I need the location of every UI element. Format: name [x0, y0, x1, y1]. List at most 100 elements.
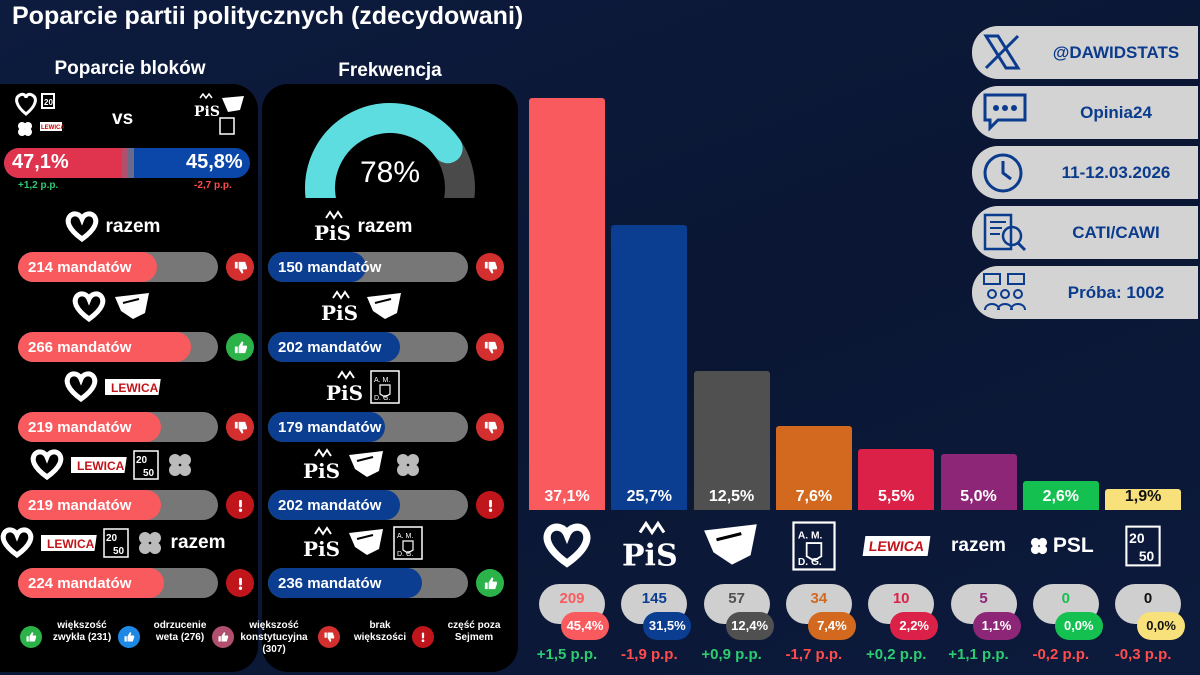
blocks-right-logos-svg: PiS [194, 92, 244, 135]
turnout-value: 78% [360, 156, 420, 189]
blocks-left-logos-svg: 20 LEWICA [15, 92, 65, 136]
blocks-right-change: -2,7 p.p. [194, 180, 232, 191]
change-5: +1,1 p.p. [948, 646, 1009, 663]
info-text-0[interactable]: @DAWIDSTATS [1052, 42, 1180, 62]
blocks-left-change: +1,2 p.p. [18, 180, 59, 191]
svg-text:D. G.: D. G. [798, 557, 822, 568]
svg-text:LEWICA: LEWICA [41, 125, 64, 131]
amdg-logo-icon: A. M. D. G. [776, 518, 852, 574]
psl-logo-icon: PSL [1023, 518, 1099, 574]
heart-logo-icon [63, 371, 99, 403]
blocks-bar-left [4, 148, 122, 178]
thumbs-down-icon [476, 253, 504, 281]
chart-bar-label-5: 5,0% [960, 488, 997, 505]
seat-pct-1: 31,5% [643, 612, 692, 640]
chart-bar-label-1: 25,7% [626, 488, 672, 505]
chart-bar-label-2: 12,5% [708, 488, 755, 505]
change-2: +0,9 p.p. [701, 646, 762, 663]
exclamation-icon [476, 491, 504, 519]
eagle-logo-icon [347, 527, 387, 559]
svg-text:D. G.: D. G. [374, 395, 390, 402]
chart-bar-6 [1022, 481, 1099, 510]
lewica-logo-icon: LEWICA [858, 518, 934, 574]
left-row-3-logos: LEWICA 20 50 [12, 448, 212, 482]
heart-logo-icon [29, 449, 65, 481]
razem-logo-text: razem [951, 535, 1006, 556]
blocks-left-pct: 47,1% [12, 151, 69, 173]
right-row-0-logos: PiS razem [262, 210, 462, 244]
svg-text:20: 20 [106, 533, 118, 544]
svg-text:PiS: PiS [326, 381, 363, 404]
left-row-3-seats: 219 mandatów [18, 490, 161, 520]
svg-text:PiS: PiS [314, 221, 351, 244]
svg-text:PiS: PiS [303, 537, 340, 560]
chart-bar-2 [693, 371, 770, 510]
right-row-2-logos: PiS A. M. D. G. [262, 370, 462, 404]
chart-bar-label-7: 1,9% [1124, 488, 1162, 505]
svg-text:A. M.: A. M. [374, 377, 390, 384]
info-box-0: @DAWIDSTATS [972, 26, 1198, 79]
lewica-logo-text: LEWICA [862, 536, 931, 556]
right-row-1-seats: 202 mandatów [268, 332, 400, 362]
20-50-logo-icon: 20 50 [102, 528, 129, 558]
20-50-logo-icon: 20 50 [1105, 518, 1181, 574]
thumbs-down-icon [318, 626, 340, 648]
thumbs-up-icon [212, 626, 234, 648]
left-row-0-logos: razem [12, 210, 212, 244]
svg-text:PiS: PiS [303, 459, 340, 482]
seat-pct-5: 1,1% [972, 612, 1021, 640]
change-3: -1,7 p.p. [785, 646, 843, 663]
svg-text:50: 50 [1139, 548, 1155, 564]
seat-pct-7: 0,0% [1137, 612, 1186, 640]
right-row-2-seats: 179 mandatów [268, 412, 385, 442]
blocks-bar-mid [122, 148, 128, 178]
right-row-4-seats: 236 mandatów [268, 568, 422, 598]
exclamation-icon [412, 626, 434, 648]
exclamation-icon [226, 569, 254, 597]
lewica-logo-icon: LEWICA [105, 377, 161, 397]
change-4: +0,2 p.p. [865, 646, 927, 663]
20-50-logo-icon: 20 50 [133, 450, 159, 480]
left-row-2-track: 219 mandatów [18, 412, 218, 442]
seat-pct-2: 12,4% [725, 612, 774, 640]
left-row-0-seats: 214 mandatów [18, 252, 158, 282]
svg-text:20: 20 [136, 455, 148, 466]
svg-text:20: 20 [44, 98, 53, 107]
right-row-3-seats: 202 mandatów [268, 490, 400, 520]
info-box-1: Opinia24 [972, 86, 1198, 139]
blocks-label: Poparcie bloków [54, 58, 206, 79]
right-row-0-seats: 150 mandatów [268, 252, 381, 282]
info-box-4: Próba: 1002 [972, 266, 1198, 319]
blocks-right-pct: 45,8% [186, 151, 243, 173]
svg-text:PiS: PiS [321, 301, 358, 324]
svg-text:PiS: PiS [622, 539, 678, 573]
seat-pct-3: 7,4% [807, 612, 856, 640]
lewica-logo-icon: LEWICA [71, 455, 127, 475]
thumbs-up-icon [226, 333, 254, 361]
chart-bar-4 [858, 448, 935, 510]
eagle-logo-icon [347, 449, 387, 481]
blocks-bar-mid2 [128, 148, 134, 178]
left-row-2-seats: 219 mandatów [18, 412, 161, 442]
chart-bar-3 [775, 425, 852, 510]
blocks-bar [4, 148, 250, 178]
legend-item-1: odrzucenie weta (276) [153, 620, 207, 643]
left-row-0-text: razem [105, 216, 161, 237]
legend-item-3: brak większości [353, 620, 407, 643]
legend-item-4: część poza Sejmem [447, 620, 501, 643]
exclamation-icon [226, 491, 254, 519]
left-row-1-logos [12, 290, 212, 324]
info-text-1: Opinia24 [1080, 102, 1152, 122]
blocks-right-logos: PiS [192, 92, 248, 138]
left-row-4-text: razem [170, 532, 226, 553]
right-row-0-text: razem [357, 216, 413, 237]
right-row-3-logos: PiS [262, 448, 462, 482]
lewica-logo-icon: LEWICA [40, 533, 97, 553]
seat-pct-6: 0,0% [1054, 612, 1103, 640]
info-text-3: CATI/CAWI [1072, 222, 1160, 242]
psl-logo-text: PSL [1052, 534, 1094, 557]
chart-bar-label-3: 7,6% [795, 488, 833, 505]
pis-logo-icon: PiS [312, 210, 352, 244]
left-row-4-track: 224 mandatów [18, 568, 218, 598]
svg-text:D. G.: D. G. [397, 551, 413, 558]
